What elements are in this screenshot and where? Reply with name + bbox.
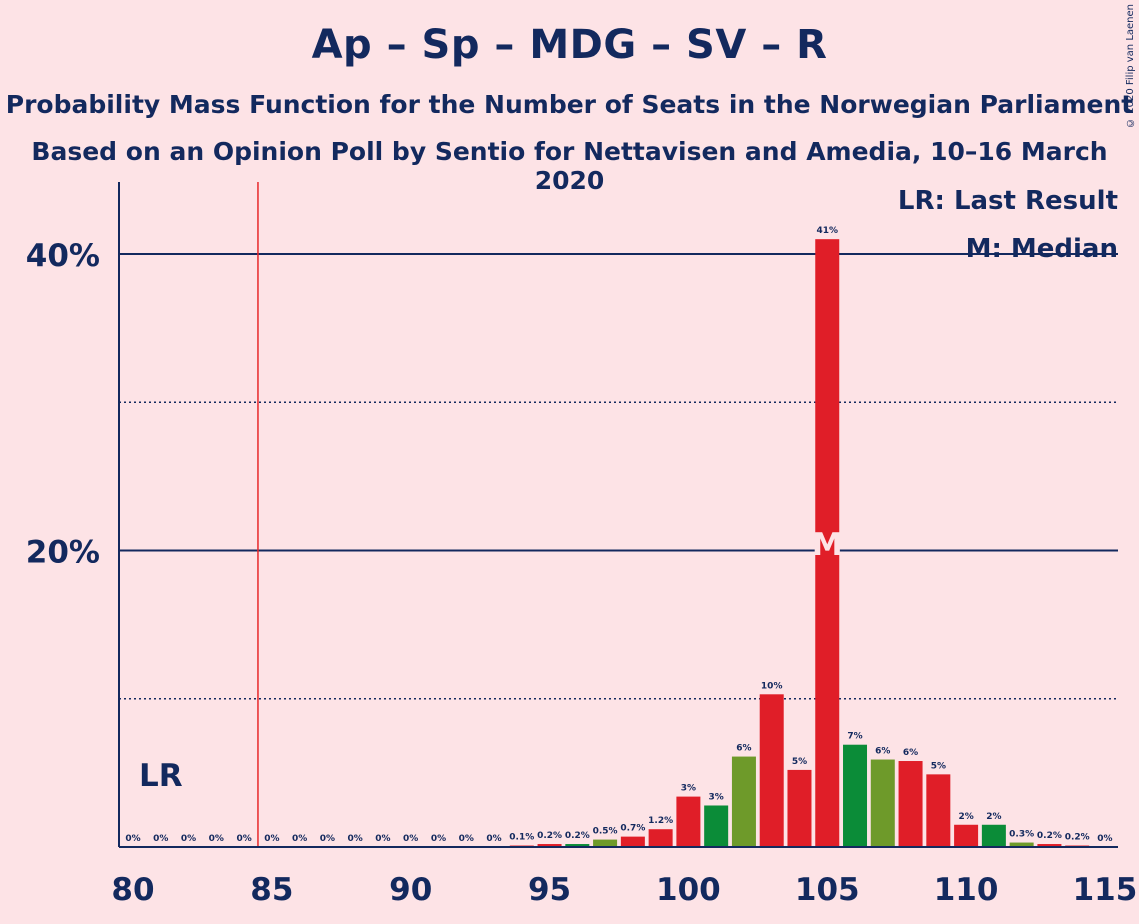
bar-95: [537, 844, 562, 847]
bar-label-82: 0%: [181, 834, 196, 844]
bar-112: [1009, 842, 1034, 847]
bar-111: [981, 824, 1006, 847]
bar-label-85: 0%: [264, 834, 279, 844]
bar-99: [648, 829, 673, 847]
bar-109: [926, 774, 951, 847]
bar-label-88: 0%: [348, 834, 363, 844]
bars-group: [509, 239, 1090, 848]
bar-label-115: 0%: [1097, 834, 1112, 844]
bar-label-103: 10%: [761, 681, 783, 691]
bar-label-104: 5%: [792, 757, 807, 767]
legend-entry-0: LR: Last Result: [898, 186, 1118, 216]
bar-label-107: 6%: [875, 747, 890, 757]
y-tick-40: 40%: [26, 238, 100, 274]
bar-104: [787, 769, 812, 847]
chart-title: Ap – Sp – MDG – SV – R: [311, 22, 828, 68]
bar-label-90: 0%: [403, 834, 418, 844]
bar-label-95: 0.2%: [537, 831, 562, 841]
x-tick-115: 115: [1073, 872, 1138, 908]
bar-97: [593, 839, 618, 847]
bar-107: [870, 759, 895, 847]
axes-group: [118, 182, 1118, 848]
bar-label-111: 2%: [986, 812, 1001, 822]
x-tick-95: 95: [528, 872, 571, 908]
bar-label-92: 0%: [459, 834, 474, 844]
bar-label-84: 0%: [236, 834, 251, 844]
bar-98: [620, 836, 645, 847]
bar-label-97: 0.5%: [593, 827, 618, 837]
bar-113: [1037, 844, 1062, 847]
bar-label-109: 5%: [931, 761, 946, 771]
bar-110: [954, 824, 979, 847]
bar-label-98: 0.7%: [620, 824, 645, 834]
bar-label-114: 0.2%: [1065, 833, 1090, 843]
bar-label-96: 0.2%: [565, 831, 590, 841]
bar-label-105: 41%: [816, 226, 838, 236]
grid-lines: [119, 253, 1118, 700]
bar-label-87: 0%: [320, 834, 335, 844]
bar-label-108: 6%: [903, 748, 918, 758]
bar-101: [704, 805, 729, 847]
chart-subtitle-1: Probability Mass Function for the Number…: [5, 90, 1134, 119]
median-marker: M: [812, 527, 843, 563]
legend-entry-1: M: Median: [966, 234, 1118, 264]
x-tick-85: 85: [250, 872, 293, 908]
bar-label-89: 0%: [375, 834, 390, 844]
x-tick-80: 80: [111, 872, 154, 908]
last-result-label: LR: [139, 758, 183, 794]
y-tick-20: 20%: [26, 535, 100, 571]
bar-label-112: 0.3%: [1009, 830, 1034, 840]
bar-label-99: 1.2%: [648, 816, 673, 826]
bar-label-100: 3%: [681, 784, 696, 794]
x-tick-labels: 80 85 90 95 100 105 110 115: [111, 872, 1137, 908]
bar-label-106: 7%: [847, 732, 862, 742]
chart-subtitle-2: Based on an Opinion Poll by Sentio for N…: [31, 137, 1108, 195]
last-result-marker: LR: [139, 182, 259, 847]
x-tick-105: 105: [795, 872, 860, 908]
bar-105: [815, 239, 840, 848]
bar-102: [731, 756, 756, 847]
bar-label-80: 0%: [125, 834, 140, 844]
bar-label-83: 0%: [209, 834, 224, 844]
median-label: M: [812, 527, 843, 563]
bar-label-93: 0%: [486, 834, 501, 844]
bar-label-91: 0%: [431, 834, 446, 844]
bar-label-94: 0.1%: [509, 833, 534, 843]
x-tick-100: 100: [656, 872, 721, 908]
bar-108: [898, 761, 923, 847]
x-tick-110: 110: [934, 872, 999, 908]
bar-label-102: 6%: [736, 744, 751, 754]
bar-103: [759, 694, 784, 847]
bar-label-101: 3%: [709, 792, 724, 802]
bar-100: [676, 796, 701, 847]
x-tick-90: 90: [389, 872, 432, 908]
bar-labels-group: 0% 0% 0% 0% 0% 0% 0% 0% 0% 0% 0% 0% 0% 0% 0.1% 0.2% 0.2%…: [125, 226, 1112, 844]
bar-label-110: 2%: [958, 812, 973, 822]
bar-label-113: 0.2%: [1037, 831, 1062, 841]
bar-label-81: 0%: [153, 834, 168, 844]
legend: LR: Last Result M: Median: [898, 186, 1118, 264]
bar-96: [565, 844, 590, 847]
bar-label-86: 0%: [292, 834, 307, 844]
y-tick-labels: 20% 40%: [26, 238, 100, 571]
bar-106: [843, 744, 868, 847]
